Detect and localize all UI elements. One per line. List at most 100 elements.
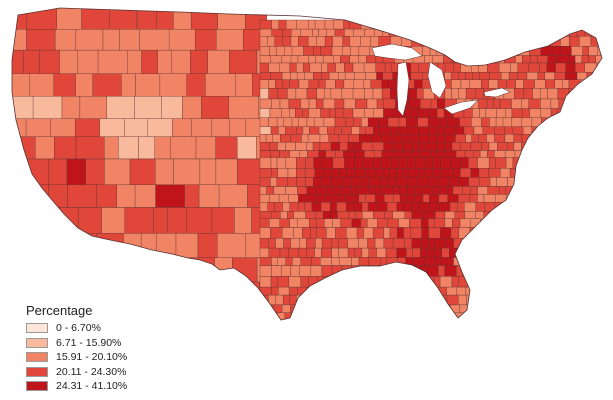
county-polygon: [474, 19, 484, 30]
county-polygon: [527, 168, 538, 178]
county-polygon: [591, 98, 602, 109]
county-polygon: [601, 98, 602, 109]
county-polygon: [363, 79, 372, 89]
county-polygon: [268, 88, 279, 100]
county-polygon: [466, 88, 477, 100]
county-polygon: [465, 72, 474, 80]
county-polygon: [307, 150, 319, 158]
county-polygon: [460, 168, 471, 178]
county-polygon: [186, 281, 203, 297]
county-polygon: [433, 186, 440, 195]
county-polygon: [438, 265, 445, 277]
county-polygon: [271, 98, 281, 109]
county-polygon: [318, 150, 326, 158]
county-polygon: [430, 150, 438, 158]
county-polygon: [370, 79, 382, 89]
legend-title: Percentage: [26, 303, 93, 318]
county-polygon: [27, 184, 49, 208]
county-polygon: [482, 126, 495, 135]
county-polygon: [488, 157, 496, 169]
county-polygon: [538, 28, 550, 37]
county-polygon: [298, 36, 309, 47]
county-polygon: [399, 19, 409, 30]
county-polygon: [418, 19, 429, 30]
legend-label: 15.91 - 20.10%: [56, 351, 128, 364]
county-polygon: [541, 286, 550, 296]
county-polygon: [199, 158, 217, 186]
county-polygon: [173, 8, 192, 30]
county-polygon: [384, 211, 393, 219]
county-polygon: [350, 46, 360, 56]
county-polygon: [12, 207, 35, 234]
county-polygon: [272, 328, 279, 336]
county-polygon: [420, 312, 428, 320]
county-polygon: [434, 247, 442, 258]
county-polygon: [359, 320, 366, 328]
county-polygon: [309, 126, 320, 135]
county-polygon: [387, 218, 399, 228]
county-polygon: [590, 194, 602, 203]
county-polygon: [495, 117, 504, 127]
county-polygon: [514, 28, 525, 37]
county-polygon: [435, 320, 444, 328]
county-polygon: [308, 55, 316, 64]
county-polygon: [446, 286, 457, 296]
county-polygon: [591, 108, 599, 118]
lake-ontario: [483, 87, 511, 98]
county-polygon: [587, 79, 600, 89]
country-outline: [11, 7, 603, 321]
county-polygon: [497, 142, 508, 151]
county-polygon: [312, 28, 319, 37]
county-polygon: [601, 286, 602, 296]
county-polygon: [306, 247, 315, 258]
county-polygon: [485, 55, 496, 64]
county-polygon: [368, 117, 379, 127]
county-polygon: [259, 46, 270, 56]
county-polygon: [350, 177, 361, 187]
county-polygon: [604, 142, 613, 150]
county-polygon: [271, 28, 283, 37]
county-polygon: [316, 328, 324, 336]
county-polygon: [321, 320, 328, 328]
county-polygon: [567, 19, 578, 30]
county-polygon: [444, 36, 456, 47]
county-polygon: [516, 227, 524, 239]
county-polygon: [502, 117, 512, 127]
county-polygon: [441, 257, 454, 266]
county-polygon: [366, 98, 378, 109]
county-polygon: [351, 218, 361, 228]
county-polygon: [333, 328, 341, 336]
county-polygon: [373, 294, 381, 306]
county-polygon: [520, 328, 527, 336]
county-polygon: [546, 126, 556, 135]
county-polygon: [384, 62, 393, 73]
county-polygon: [170, 136, 197, 160]
county-polygon: [581, 134, 593, 143]
county-polygon: [561, 126, 573, 135]
county-polygon: [366, 294, 375, 306]
county-polygon: [437, 28, 450, 37]
county-polygon: [548, 202, 557, 212]
county-polygon: [457, 19, 465, 30]
county-polygon: [411, 150, 420, 158]
county-polygon: [354, 304, 366, 313]
county-polygon: [529, 46, 542, 56]
county-polygon: [303, 294, 314, 306]
county-polygon: [382, 168, 390, 178]
county-polygon: [549, 211, 559, 219]
county-polygon: [364, 28, 375, 37]
county-polygon: [268, 117, 278, 127]
county-polygon: [582, 46, 589, 56]
county-polygon: [525, 276, 537, 288]
county-polygon: [509, 211, 517, 219]
county-polygon: [172, 118, 192, 137]
county-polygon: [318, 28, 327, 37]
county-polygon: [313, 294, 323, 306]
county-polygon: [154, 136, 171, 160]
county-polygon: [310, 265, 322, 277]
county-polygon: [395, 177, 407, 187]
county-polygon: [569, 142, 577, 151]
county-polygon: [418, 126, 430, 135]
county-polygon: [483, 194, 496, 203]
county-polygon: [552, 312, 561, 320]
